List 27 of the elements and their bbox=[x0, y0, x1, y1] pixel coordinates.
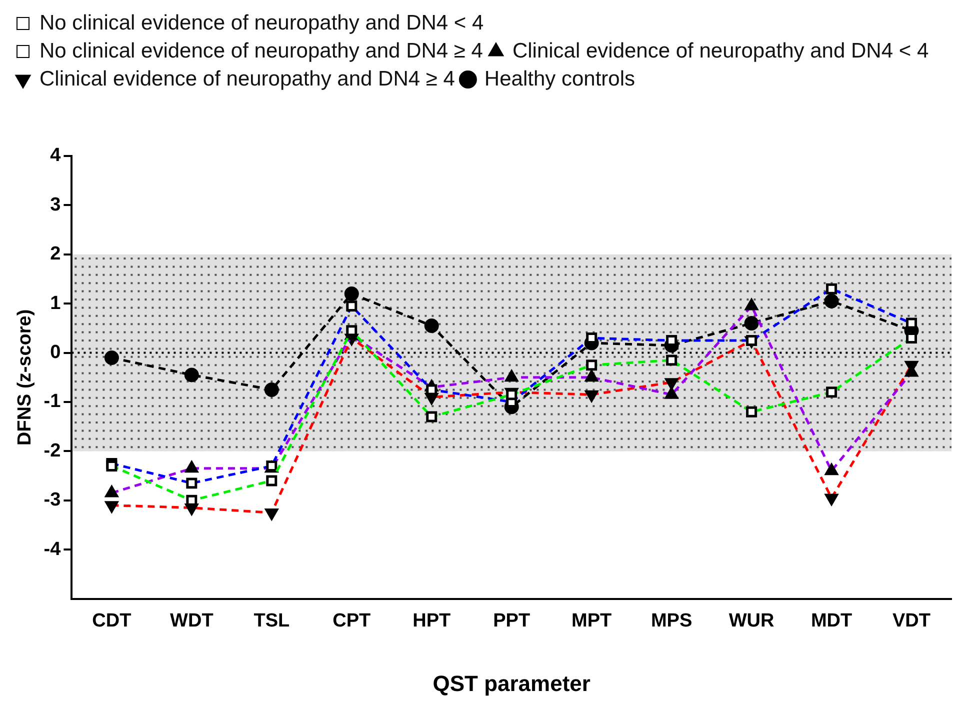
x-tick-label: PPT bbox=[493, 610, 530, 632]
x-axis-title: QST parameter bbox=[432, 670, 591, 696]
x-tick-label: CDT bbox=[92, 610, 132, 632]
x-tick-label: VDT bbox=[892, 610, 931, 632]
legend-label: Clinical evidence of neuropathy and DN4 ≥ 4 bbox=[40, 67, 456, 90]
y-tick-label: 2 bbox=[50, 244, 61, 265]
y-tick-label: 1 bbox=[50, 292, 62, 314]
x-tick-label: WUR bbox=[728, 610, 775, 632]
y-tick-label: 3 bbox=[50, 194, 61, 216]
x-tick-label: WDT bbox=[170, 610, 214, 632]
y-axis-title: DFNS (z-score) bbox=[14, 309, 36, 446]
y-tick-label: 0 bbox=[50, 342, 61, 364]
x-tick-label: TSL bbox=[254, 610, 290, 632]
y-tick-label: -2 bbox=[44, 440, 61, 462]
y-tick-label: -4 bbox=[44, 538, 62, 560]
y-tick-label: -1 bbox=[44, 391, 62, 412]
x-tick-label: CPT bbox=[332, 610, 372, 632]
legend-label: No clinical evidence of neuropathy and DN4 ≥ 4 bbox=[40, 39, 484, 62]
x-tick-label: MDT bbox=[810, 610, 852, 632]
x-tick-label: MPS bbox=[650, 610, 692, 632]
x-tick-label: HPT bbox=[412, 610, 452, 632]
legend-label: No clinical evidence of neuropathy and DN4 < 4 bbox=[40, 11, 484, 34]
legend-label: Clinical evidence of neuropathy and DN4 < 4 bbox=[512, 39, 929, 62]
legend-label: Healthy controls bbox=[484, 67, 636, 90]
y-tick-label: -3 bbox=[44, 490, 61, 511]
x-tick-label: MPT bbox=[572, 610, 612, 632]
y-tick-label: 4 bbox=[50, 145, 62, 166]
